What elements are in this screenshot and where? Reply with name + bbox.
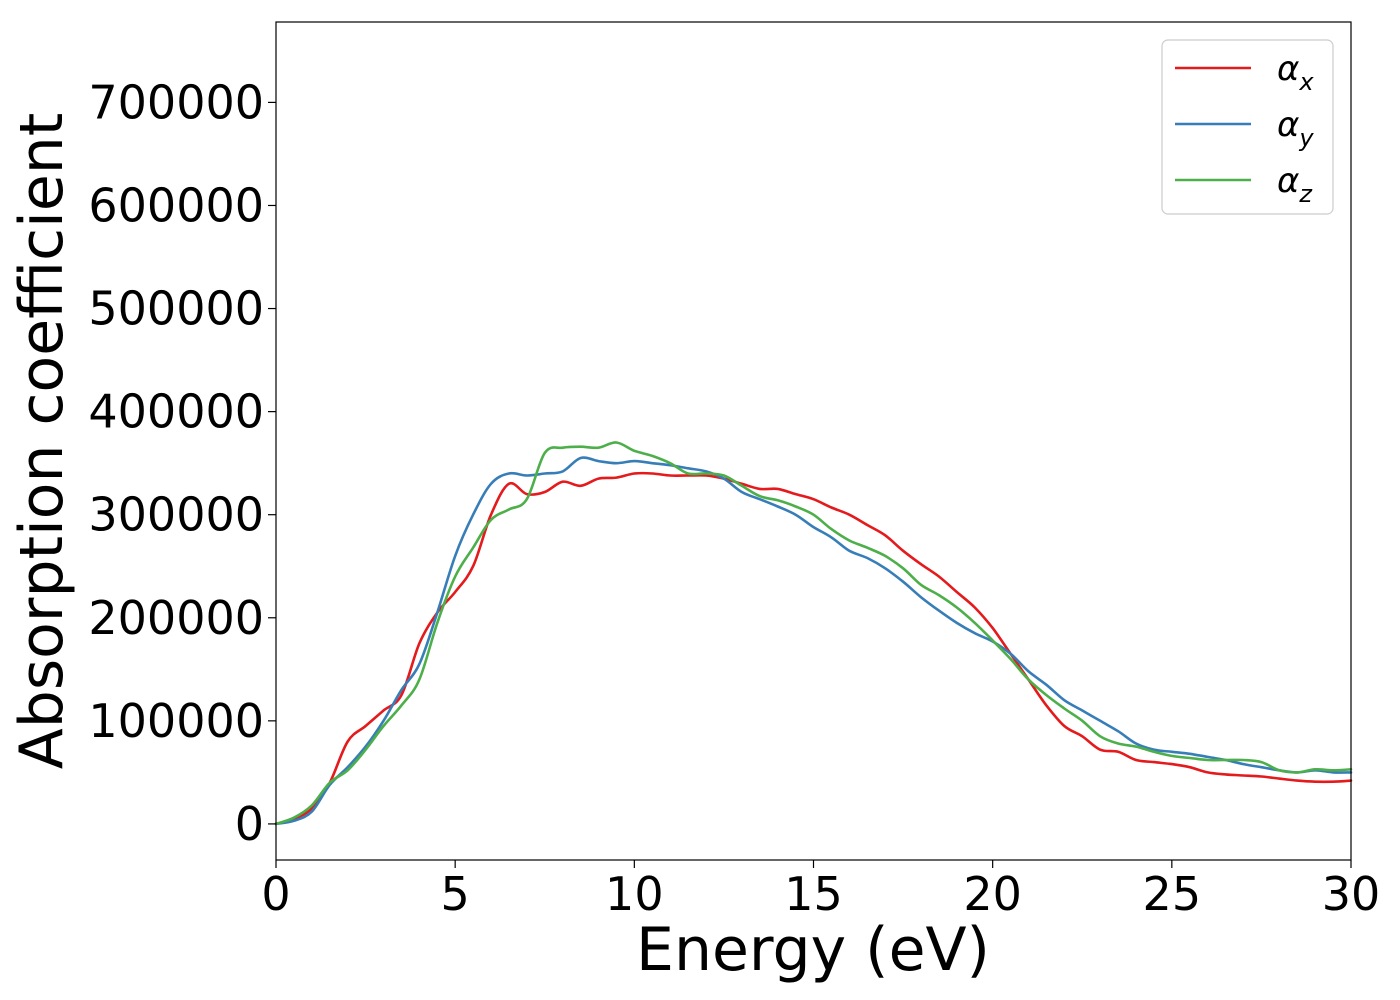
y-tick-label: 500000 (88, 282, 264, 336)
legend-subscript: x (1298, 68, 1314, 96)
x-tick-label: 20 (963, 867, 1022, 921)
y-tick-label: 700000 (88, 75, 264, 129)
legend-symbol: α (1277, 161, 1299, 201)
x-tick-label: 5 (441, 867, 470, 921)
x-axis-ticks: 0 5 10 15 20 25 30 (261, 860, 1380, 921)
legend-label-x: αx (1277, 49, 1314, 96)
x-axis-title: Energy (eV) (636, 915, 990, 985)
y-tick-label: 200000 (88, 591, 264, 645)
y-tick-label: 0 (235, 797, 264, 851)
legend-symbol: α (1277, 105, 1299, 145)
series-layer (274, 441, 1353, 826)
series-line-x (274, 471, 1353, 826)
legend-subscript: y (1298, 124, 1314, 152)
legend-label-z: αz (1277, 161, 1313, 208)
legend-subscript: z (1298, 180, 1313, 208)
x-tick-label: 0 (261, 867, 290, 921)
x-tick-label: 10 (605, 867, 664, 921)
y-tick-label: 100000 (88, 694, 264, 748)
y-axis-ticks: 0 100000 200000 300000 400000 500000 600000 700… (88, 75, 276, 851)
legend-symbol: α (1277, 49, 1299, 89)
series-line-z (274, 441, 1353, 826)
y-tick-label: 300000 (88, 488, 264, 542)
x-tick-label: 30 (1322, 867, 1381, 921)
series-line-y (274, 456, 1353, 826)
x-tick-label: 25 (1143, 867, 1202, 921)
y-axis-title: Absorption coefficient (7, 113, 77, 770)
legend-label-y: αy (1277, 105, 1314, 152)
y-tick-label: 600000 (88, 178, 264, 232)
x-tick-label: 15 (784, 867, 843, 921)
legend-frame (1161, 39, 1334, 215)
y-tick-label: 400000 (88, 385, 264, 439)
